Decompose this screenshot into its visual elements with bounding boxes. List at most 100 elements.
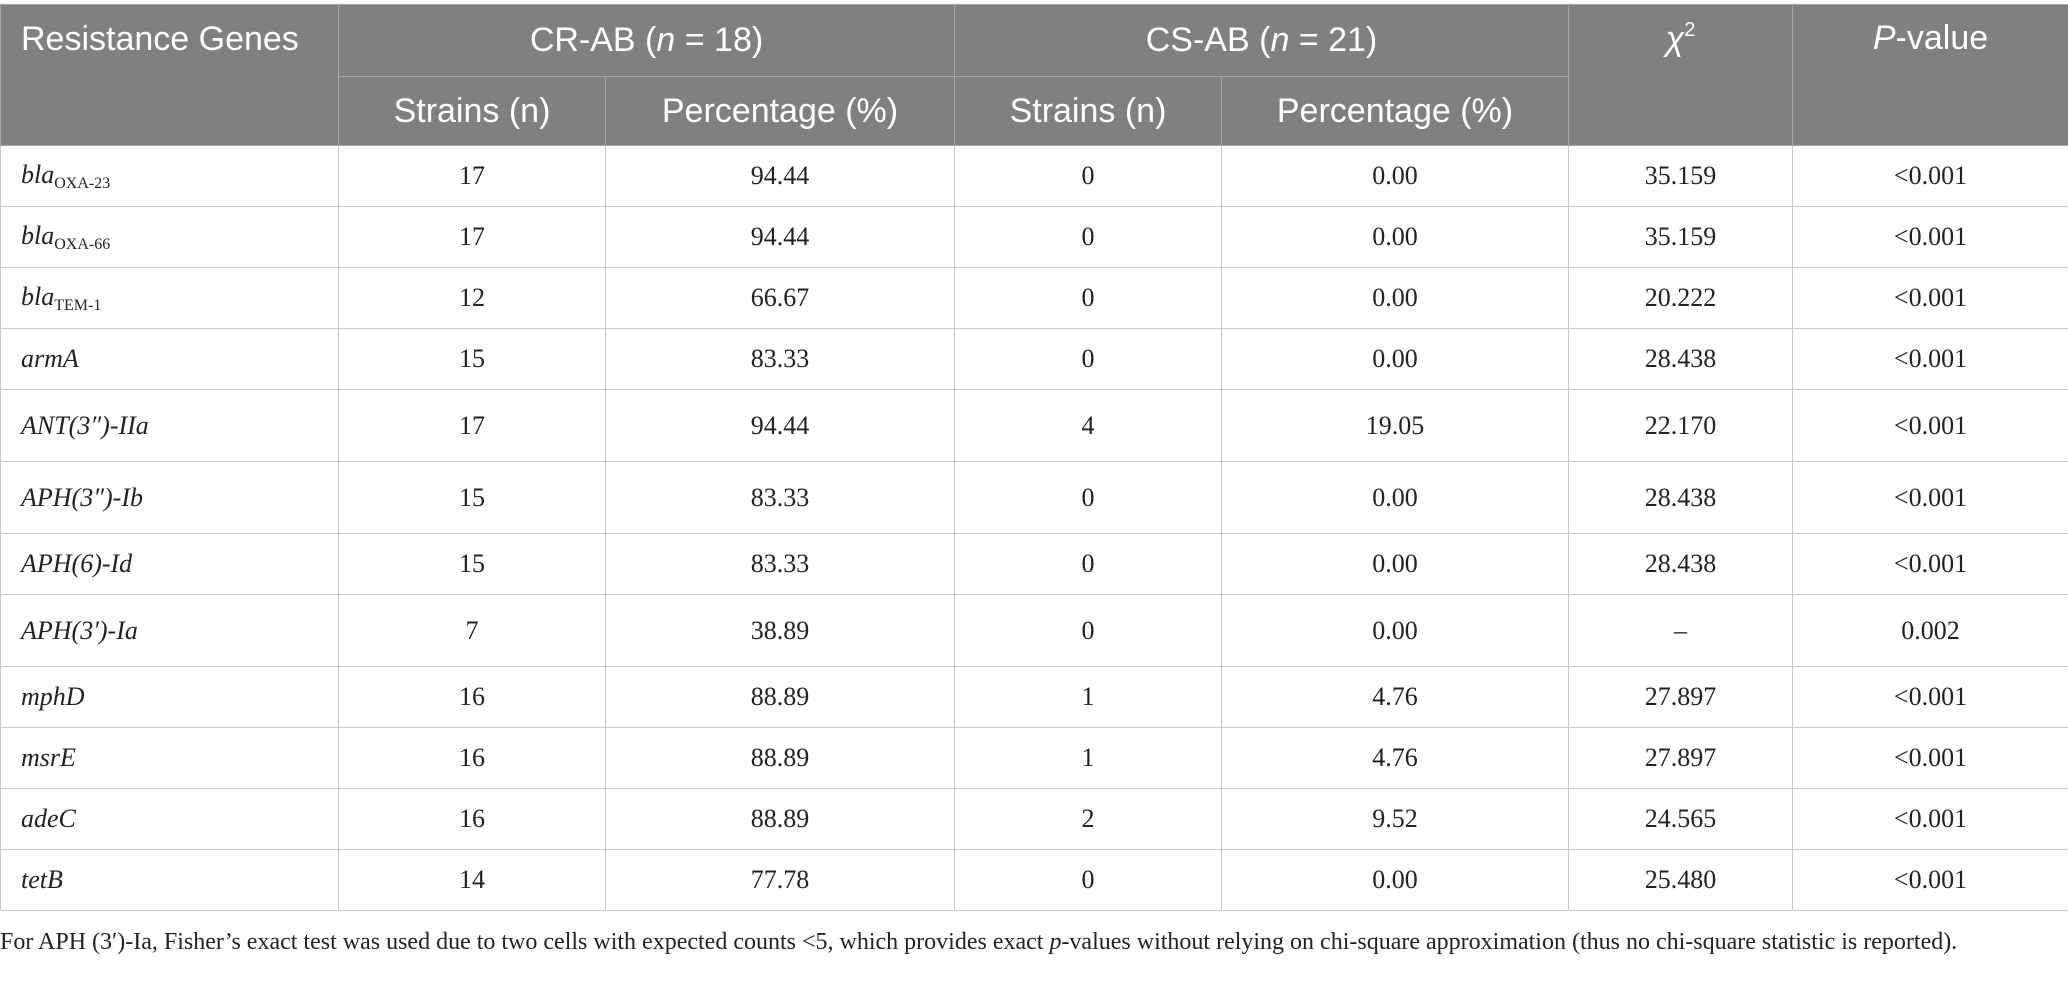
cell: 16 — [338, 727, 606, 789]
gene-cell: msrE — [0, 727, 339, 789]
cell: 88.89 — [605, 788, 955, 850]
header-cell: χ2 — [1568, 4, 1793, 146]
gene-name: APH(3″)-Ib — [21, 482, 144, 512]
gene-name: APH(3′)-Ia — [21, 615, 138, 645]
cell: 2 — [954, 788, 1222, 850]
gene-name: ANT(3″)-IIa — [21, 410, 149, 440]
table: Resistance Genes CR-AB (n = 18) CS-AB (n… — [0, 4, 2068, 911]
cell: 15 — [338, 533, 606, 595]
cell: 27.897 — [1568, 727, 1793, 789]
cell: 0.002 — [1792, 594, 2068, 667]
cell: <0.001 — [1792, 461, 2068, 534]
cell: <0.001 — [1792, 145, 2068, 207]
header-cell: Resistance Genes — [0, 4, 339, 146]
cell: 0 — [954, 206, 1222, 268]
cell: 0.00 — [1221, 267, 1569, 329]
cell: 38.89 — [605, 594, 955, 667]
cell: 83.33 — [605, 461, 955, 534]
cell: 15 — [338, 461, 606, 534]
table-wrap: Resistance Genes CR-AB (n = 18) CS-AB (n… — [0, 4, 2068, 911]
gene-name: msrE — [21, 743, 76, 772]
cell: 17 — [338, 389, 606, 462]
cell: 77.78 — [605, 849, 955, 911]
cell: 1 — [954, 666, 1222, 728]
gene-cell: blaTEM-1 — [0, 267, 339, 329]
cell: 94.44 — [605, 145, 955, 207]
gene-cell: blaOXA-23 — [0, 145, 339, 207]
table-row: APH(3′)-Ia 7 38.89 0 0.00–0.002 — [0, 594, 2068, 667]
cell: 83.33 — [605, 328, 955, 390]
cell: 14 — [338, 849, 606, 911]
cell: 1 — [954, 727, 1222, 789]
cell: 19.05 — [1221, 389, 1569, 462]
cell: 7 — [338, 594, 606, 667]
cell: 27.897 — [1568, 666, 1793, 728]
cell: <0.001 — [1792, 533, 2068, 595]
text: P — [1872, 19, 1896, 57]
gene-subscript: OXA-23 — [54, 174, 111, 192]
text: = 21) — [1289, 21, 1378, 59]
cell: <0.001 — [1792, 389, 2068, 462]
table-row: msrE 16 88.89 1 4.76 27.897 <0.001 — [0, 727, 2068, 789]
text: -value — [1895, 19, 1989, 57]
gene-subscript: OXA-66 — [54, 235, 111, 253]
table-row: armA 15 83.33 0 0.00 28.438 <0.001 — [0, 328, 2068, 390]
cell: 15 — [338, 328, 606, 390]
cell: <0.001 — [1792, 788, 2068, 850]
cell: <0.001 — [1792, 328, 2068, 390]
gene-cell: tetB — [0, 849, 339, 911]
table-row: ANT(3″)-IIa 17 94.44 4 19.05 22.170 <0.001 — [0, 389, 2068, 462]
header-cell: CS-AB (n = 21) — [954, 4, 1569, 77]
cell: 0 — [954, 533, 1222, 595]
gene-name: tetB — [21, 865, 63, 894]
header-cell: CR-AB (n = 18) — [338, 4, 955, 77]
gene-name: adeC — [21, 804, 76, 833]
cell: 0.00 — [1221, 145, 1569, 207]
cell: 9.52 — [1221, 788, 1569, 850]
cell: 0.00 — [1221, 206, 1569, 268]
cell: 0 — [954, 849, 1222, 911]
text: CR-AB ( — [529, 21, 657, 59]
cell: 24.565 — [1568, 788, 1793, 850]
cell: <0.001 — [1792, 727, 2068, 789]
cell: 17 — [338, 145, 606, 207]
table-row: mphD 16 88.89 1 4.76 27.897 <0.001 — [0, 666, 2068, 728]
gene-cell: APH(3′)-Ia — [0, 594, 339, 667]
cell: 28.438 — [1568, 533, 1793, 595]
cell: <0.001 — [1792, 267, 2068, 329]
cell: <0.001 — [1792, 849, 2068, 911]
gene-name: bla — [21, 220, 55, 250]
gene-name: armA — [21, 344, 79, 373]
text: χ — [1665, 20, 1685, 58]
text: CS-AB ( — [1145, 21, 1271, 59]
cell: 20.222 — [1568, 267, 1793, 329]
cell: 35.159 — [1568, 206, 1793, 268]
gene-cell: blaOXA-66 — [0, 206, 339, 268]
table-row: blaOXA-66 17 94.44 0 0.00 35.159 <0.001 — [0, 206, 2068, 268]
cell: 88.89 — [605, 666, 955, 728]
cell: 0.00 — [1221, 594, 1569, 667]
cell: 25.480 — [1568, 849, 1793, 911]
cell: – — [1568, 594, 1793, 667]
text: 2 — [1684, 19, 1696, 41]
cell: 4 — [954, 389, 1222, 462]
table-row: APH(3″)-Ib 15 83.33 0 0.00 28.438 <0.001 — [0, 461, 2068, 534]
cell: 35.159 — [1568, 145, 1793, 207]
cell: 22.170 — [1568, 389, 1793, 462]
text: n — [656, 21, 676, 59]
gene-subscript: TEM-1 — [54, 296, 102, 314]
cell: 0 — [954, 328, 1222, 390]
cell: 28.438 — [1568, 328, 1793, 390]
table-row: blaTEM-1 12 66.67 0 0.00 20.222 <0.001 — [0, 267, 2068, 329]
table-row: blaOXA-23 17 94.44 0 0.00 35.159 <0.001 — [0, 145, 2068, 207]
header-cell: Percentage (%) — [605, 76, 955, 146]
gene-name: APH(6)-Id — [21, 549, 133, 578]
text: For APH (3′)-Ia, Fisher’s exact test was… — [0, 929, 1050, 955]
cell: 0 — [954, 594, 1222, 667]
cell: 16 — [338, 788, 606, 850]
cell: 28.438 — [1568, 461, 1793, 534]
header-cell: Percentage (%) — [1221, 76, 1569, 146]
cell: 88.89 — [605, 727, 955, 789]
header-cell: P-value — [1792, 4, 2068, 146]
